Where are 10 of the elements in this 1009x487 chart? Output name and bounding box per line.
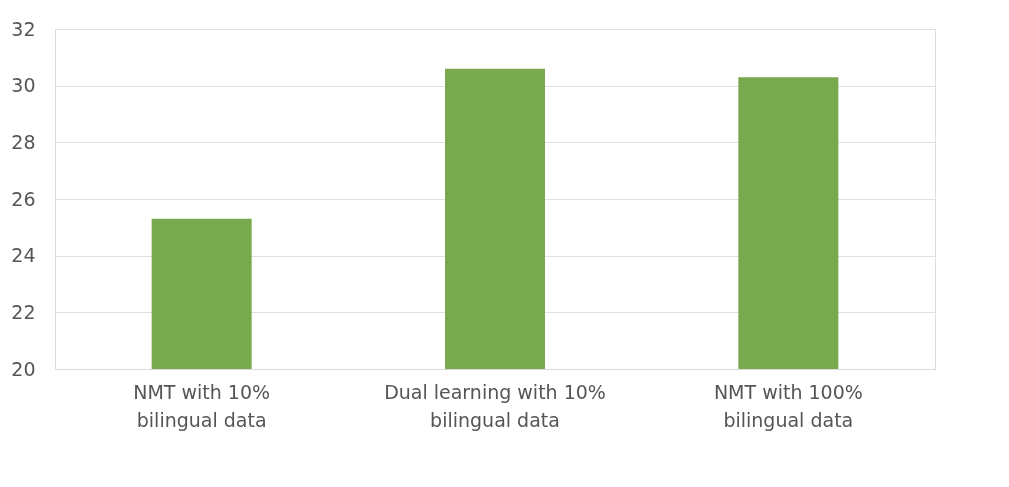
y-tick-label: 32: [11, 17, 36, 40]
x-tick-label: NMT with 100% bilingual data: [713, 380, 863, 431]
x-tick-label: NMT with 10% bilingual data: [133, 380, 271, 431]
y-tick-label: 30: [11, 74, 36, 97]
x-tick-label: Dual learning with 10% bilingual data: [384, 380, 606, 431]
y-tick-label: 20: [11, 357, 36, 380]
y-tick-label: 26: [11, 187, 36, 210]
y-tick-label: 28: [11, 130, 36, 153]
y-tick-label: 22: [11, 300, 36, 323]
y-tick-label: 24: [11, 244, 36, 267]
